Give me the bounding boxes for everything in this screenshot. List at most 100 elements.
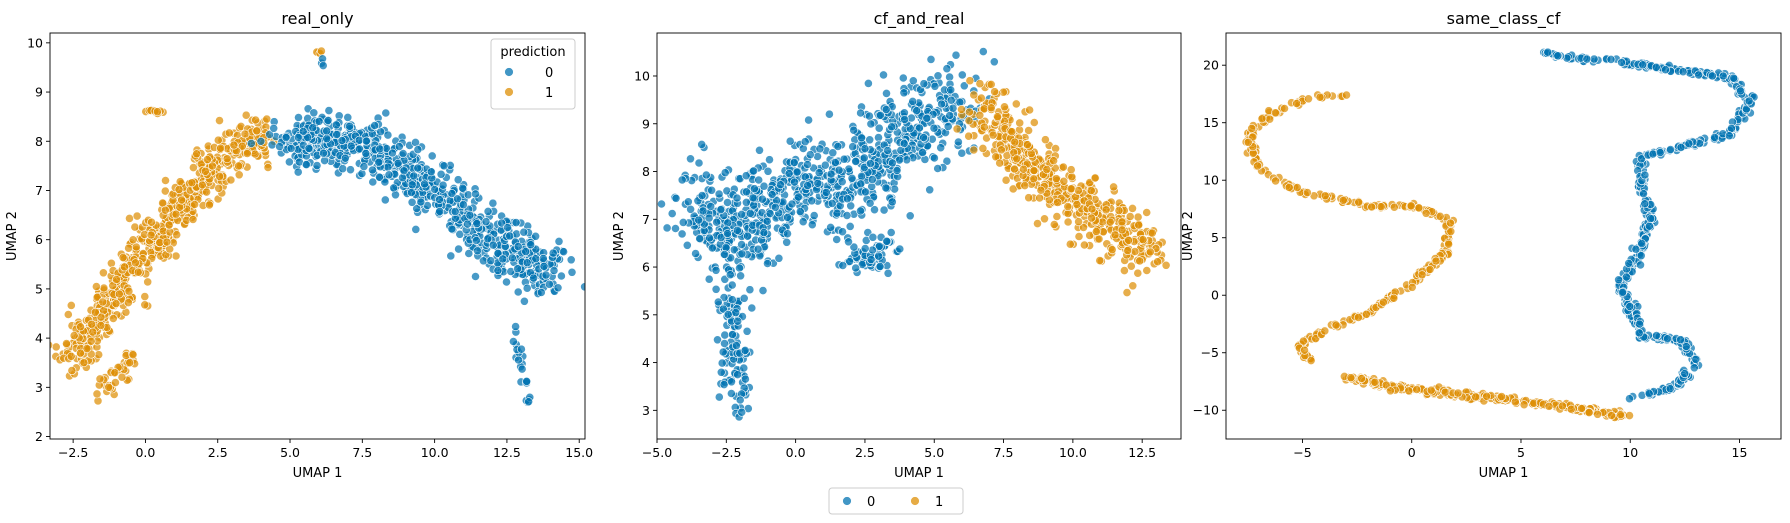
scatter-point xyxy=(301,160,311,169)
scatter-point xyxy=(763,259,772,268)
scatter-point xyxy=(1404,386,1414,396)
scatter-point xyxy=(557,271,566,281)
scatter-point xyxy=(737,249,747,259)
x-tick-label: 5.0 xyxy=(924,445,944,460)
scatter-point xyxy=(739,363,749,373)
scatter-point xyxy=(309,108,319,118)
scatter-point xyxy=(965,107,974,117)
scatter-point xyxy=(890,184,899,194)
scatter-point xyxy=(1299,336,1308,346)
scatter-point xyxy=(789,157,799,167)
scatter-point xyxy=(436,169,446,179)
scatter-point xyxy=(439,161,449,171)
scatter-point xyxy=(844,237,853,247)
scatter-point xyxy=(267,140,277,150)
scatter-point xyxy=(160,186,170,196)
scatter-point xyxy=(224,128,234,138)
scatter-point xyxy=(704,274,714,284)
scatter-point xyxy=(566,255,576,265)
scatter-point xyxy=(759,181,769,191)
scatter-point xyxy=(222,154,232,164)
scatter-point xyxy=(323,116,333,125)
scatter-point xyxy=(845,221,855,231)
x-tick-label: −2.5 xyxy=(58,445,88,460)
scatter-point xyxy=(988,130,998,140)
scatter-point xyxy=(454,244,463,254)
scatter-point xyxy=(435,195,444,204)
scatter-point xyxy=(743,231,752,241)
x-tick-label: 15.0 xyxy=(565,445,593,460)
scatter-point xyxy=(204,200,214,210)
scatter-point xyxy=(338,164,348,174)
scatter-point xyxy=(697,139,707,149)
scatter-point xyxy=(538,253,548,263)
scatter-point xyxy=(1680,369,1690,378)
scatter-point xyxy=(131,242,141,252)
scatter-point xyxy=(765,209,775,218)
scatter-point xyxy=(758,194,767,204)
scatter-point xyxy=(343,113,353,122)
scatter-point xyxy=(1142,208,1152,217)
scatter-point xyxy=(522,376,531,386)
scatter-point xyxy=(95,374,105,384)
scatter-point xyxy=(1652,331,1661,340)
scatter-point xyxy=(1109,182,1118,192)
scatter-point xyxy=(990,87,999,97)
scatter-point xyxy=(1425,265,1435,274)
scatter-point xyxy=(1134,220,1144,230)
legend-label: 1 xyxy=(545,86,553,101)
scatter-point xyxy=(776,180,785,190)
scatter-point xyxy=(1025,105,1034,115)
chart-panel-same_class_cf: same_class_cf −5 0 5 10 15 −10 −5 0 5 10 15 20 UMAP 1… xyxy=(1181,9,1782,481)
scatter-point xyxy=(202,155,212,164)
scatter-point xyxy=(1691,354,1701,364)
scatter-point xyxy=(792,167,802,177)
scatter-point xyxy=(758,286,768,295)
scatter-point xyxy=(409,171,419,181)
scatter-point xyxy=(453,175,463,185)
scatter-point xyxy=(741,374,750,384)
scatter-point xyxy=(964,116,974,126)
y-tick-label: 10 xyxy=(1203,173,1219,188)
scatter-point xyxy=(1107,245,1117,255)
scatter-point xyxy=(1253,161,1262,171)
scatter-point xyxy=(701,170,711,180)
scatter-point xyxy=(172,230,182,240)
scatter-point xyxy=(1370,377,1380,387)
scatter-point xyxy=(905,211,915,221)
scatter-point xyxy=(883,268,893,278)
scatter-point xyxy=(1271,176,1280,186)
series-1 xyxy=(50,46,326,406)
scatter-point xyxy=(753,244,763,254)
scatter-point xyxy=(839,154,849,164)
scatter-point xyxy=(458,183,468,193)
x-axis-label: UMAP 1 xyxy=(293,466,343,481)
scatter-point xyxy=(755,145,764,155)
scatter-point xyxy=(1577,404,1586,413)
scatter-point xyxy=(899,88,909,98)
scatter-point xyxy=(886,228,896,237)
scatter-point xyxy=(1085,230,1095,240)
y-tick-label: −10 xyxy=(1193,403,1219,418)
scatter-point xyxy=(1724,131,1734,141)
scatter-point xyxy=(919,79,929,89)
scatter-point xyxy=(735,395,745,405)
scatter-point xyxy=(1133,212,1143,222)
scatter-point xyxy=(1707,71,1717,81)
scatter-point xyxy=(691,249,700,258)
y-tick-label: 15 xyxy=(1203,115,1219,130)
scatter-point xyxy=(511,322,520,331)
x-tick-label: 15 xyxy=(1732,445,1748,460)
axes-frame xyxy=(49,32,586,440)
scatter-point xyxy=(845,257,854,266)
scatter-point xyxy=(1315,92,1325,102)
scatter-point xyxy=(820,160,830,170)
scatter-point xyxy=(488,198,498,208)
scatter-point xyxy=(1120,266,1129,275)
scatter-point xyxy=(190,200,199,209)
scatter-point xyxy=(856,179,866,189)
scatter-point xyxy=(785,136,795,146)
scatter-point xyxy=(471,189,480,199)
scatter-point xyxy=(517,364,527,374)
